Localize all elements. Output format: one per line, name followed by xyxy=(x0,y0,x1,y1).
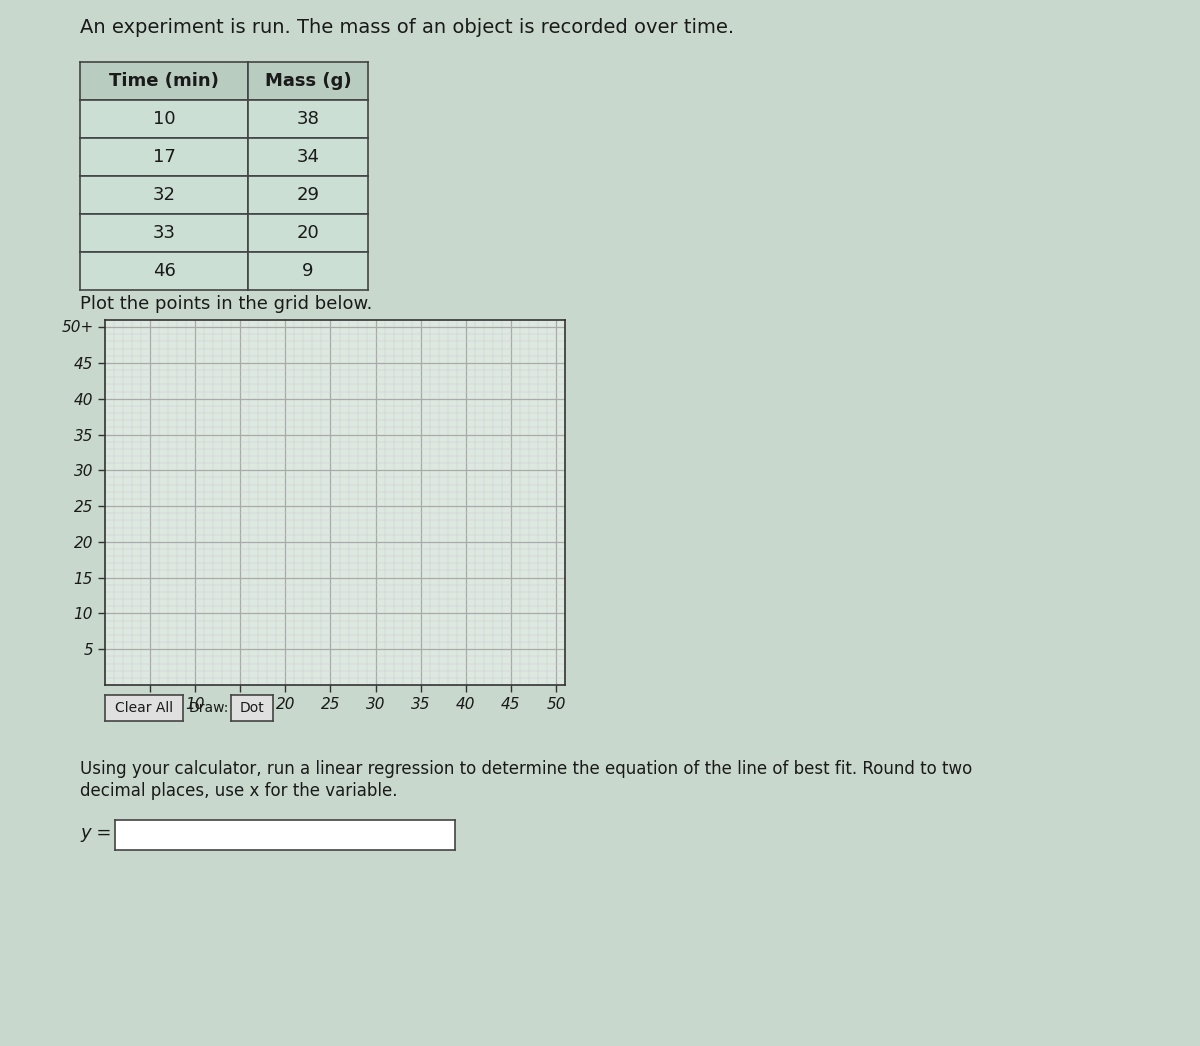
Text: 46: 46 xyxy=(152,262,175,280)
Text: Clear All: Clear All xyxy=(115,701,173,715)
Text: Time (min): Time (min) xyxy=(109,72,218,90)
Text: 9: 9 xyxy=(302,262,313,280)
Text: decimal places, use x for the variable.: decimal places, use x for the variable. xyxy=(80,782,397,800)
Text: 50+: 50+ xyxy=(61,320,94,335)
Text: 34: 34 xyxy=(296,147,319,166)
Text: Using your calculator, run a linear regression to determine the equation of the : Using your calculator, run a linear regr… xyxy=(80,760,972,778)
Text: 29: 29 xyxy=(296,186,319,204)
Text: 10: 10 xyxy=(152,110,175,128)
Text: 17: 17 xyxy=(152,147,175,166)
Text: An experiment is run. The mass of an object is recorded over time.: An experiment is run. The mass of an obj… xyxy=(80,18,734,37)
Text: y =: y = xyxy=(80,824,112,842)
Text: Mass (g): Mass (g) xyxy=(265,72,352,90)
Text: Plot the points in the grid below.: Plot the points in the grid below. xyxy=(80,295,372,313)
Text: Draw:: Draw: xyxy=(190,701,229,715)
Text: 38: 38 xyxy=(296,110,319,128)
Text: Dot: Dot xyxy=(240,701,264,715)
Text: 33: 33 xyxy=(152,224,175,242)
Text: 20: 20 xyxy=(296,224,319,242)
Text: 32: 32 xyxy=(152,186,175,204)
